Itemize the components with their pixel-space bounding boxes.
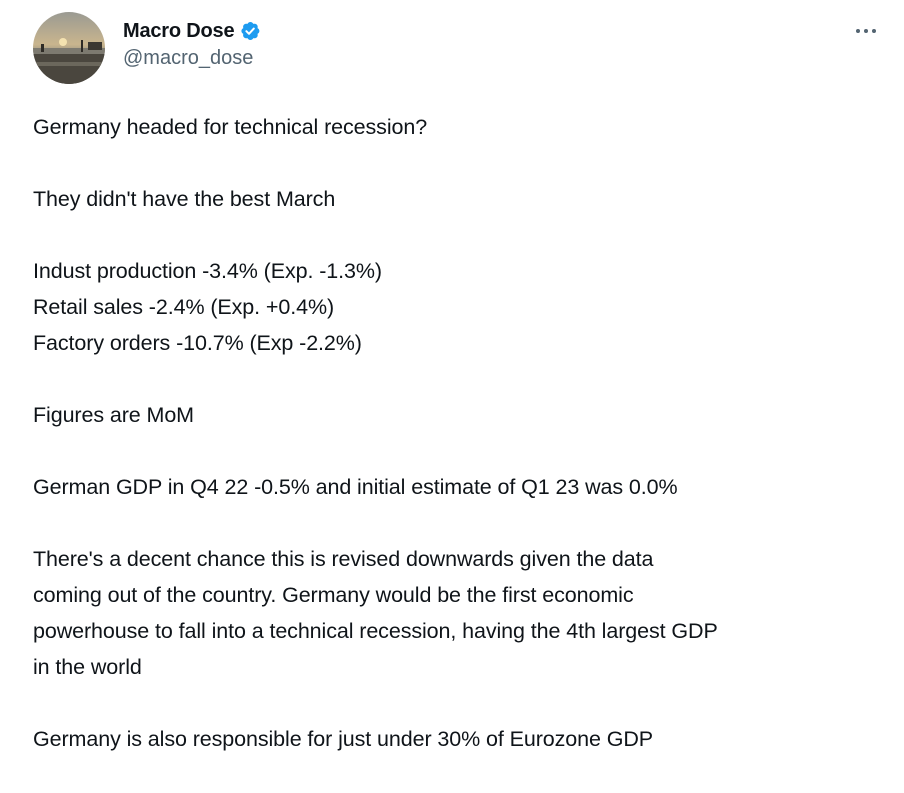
more-horizontal-icon [856,29,876,33]
avatar-image [33,12,105,84]
tweet-paragraph: Germany headed for technical recession? [33,109,883,145]
tweet-text-line: in the world [33,655,142,679]
verified-badge-icon [239,20,261,42]
tweet-text-line: coming out of the country. Germany would… [33,583,634,607]
tweet-paragraph: German GDP in Q4 22 -0.5% and initial es… [33,469,883,505]
tweet-text: Germany headed for technical recession? T… [33,109,883,793]
tweet-text-line: There's a decent chance this is revised … [33,547,654,571]
author-display-name[interactable]: Macro Dose [123,19,235,42]
tweet-paragraph: Figures are MoM [33,397,883,433]
tweet-text-line: Germany is also responsible for just und… [33,727,653,751]
tweet-text-line: Indust production -3.4% (Exp. -1.3%) [33,259,382,283]
tweet-text-line: They didn't have the best March [33,187,336,211]
tweet-card: Macro Dose @macro_dose Germany headed fo… [33,12,884,751]
tweet-text-line: Germany headed for technical recession? [33,115,428,139]
tweet-paragraph: Indust production -3.4% (Exp. -1.3%) Reta… [33,253,883,361]
tweet-paragraph: Germany is also responsible for just und… [33,721,883,757]
tweet-text-line: powerhouse to fall into a technical rece… [33,619,718,643]
more-options-button[interactable] [848,16,884,46]
tweet-text-line: Retail sales -2.4% (Exp. +0.4%) [33,295,335,319]
tweet-paragraph: They didn't have the best March [33,181,883,217]
author-handle[interactable]: @macro_dose [123,47,254,69]
tweet-text-line: Figures are MoM [33,403,194,427]
tweet-text-line: Factory orders -10.7% (Exp -2.2%) [33,331,362,355]
avatar[interactable] [33,12,105,84]
tweet-paragraph: There's a decent chance this is revised … [33,541,883,685]
tweet-text-line: German GDP in Q4 22 -0.5% and initial es… [33,475,678,499]
author-name-row[interactable]: Macro Dose [123,16,261,46]
